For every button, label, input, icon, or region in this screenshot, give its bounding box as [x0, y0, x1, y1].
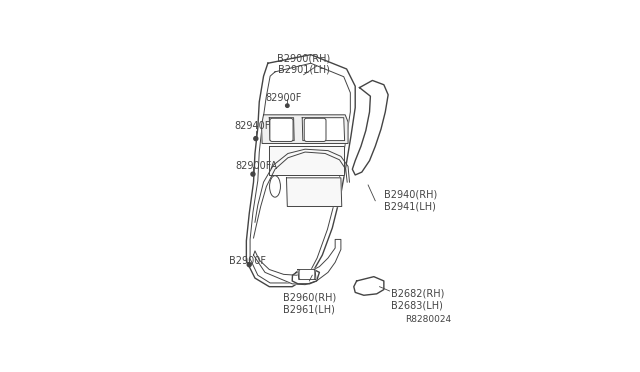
Text: B2900(RH)
B2901(LH): B2900(RH) B2901(LH) — [277, 53, 330, 75]
Ellipse shape — [269, 176, 280, 197]
Circle shape — [285, 104, 289, 108]
Text: B2940(RH)
B2941(LH): B2940(RH) B2941(LH) — [384, 190, 437, 212]
Text: B2682(RH)
B2683(LH): B2682(RH) B2683(LH) — [391, 289, 444, 310]
Polygon shape — [253, 240, 341, 285]
Text: 82940F: 82940F — [234, 121, 270, 131]
Circle shape — [254, 137, 258, 141]
Text: 82900F: 82900F — [266, 93, 302, 103]
Polygon shape — [354, 277, 384, 295]
FancyBboxPatch shape — [300, 270, 315, 279]
Polygon shape — [353, 80, 388, 175]
Text: R8280024: R8280024 — [405, 315, 451, 324]
Polygon shape — [269, 118, 294, 141]
FancyBboxPatch shape — [270, 118, 293, 141]
Polygon shape — [292, 269, 319, 284]
Polygon shape — [287, 178, 342, 206]
Polygon shape — [302, 118, 344, 141]
Polygon shape — [262, 115, 348, 144]
Polygon shape — [246, 55, 355, 287]
Polygon shape — [269, 146, 344, 175]
Text: 82900FA: 82900FA — [235, 161, 277, 171]
Text: B2900F: B2900F — [229, 256, 266, 266]
Text: B2960(RH)
B2961(LH): B2960(RH) B2961(LH) — [283, 292, 336, 314]
Circle shape — [251, 172, 255, 176]
Polygon shape — [250, 63, 350, 283]
Circle shape — [247, 263, 252, 267]
Polygon shape — [298, 269, 316, 279]
FancyBboxPatch shape — [304, 118, 326, 141]
